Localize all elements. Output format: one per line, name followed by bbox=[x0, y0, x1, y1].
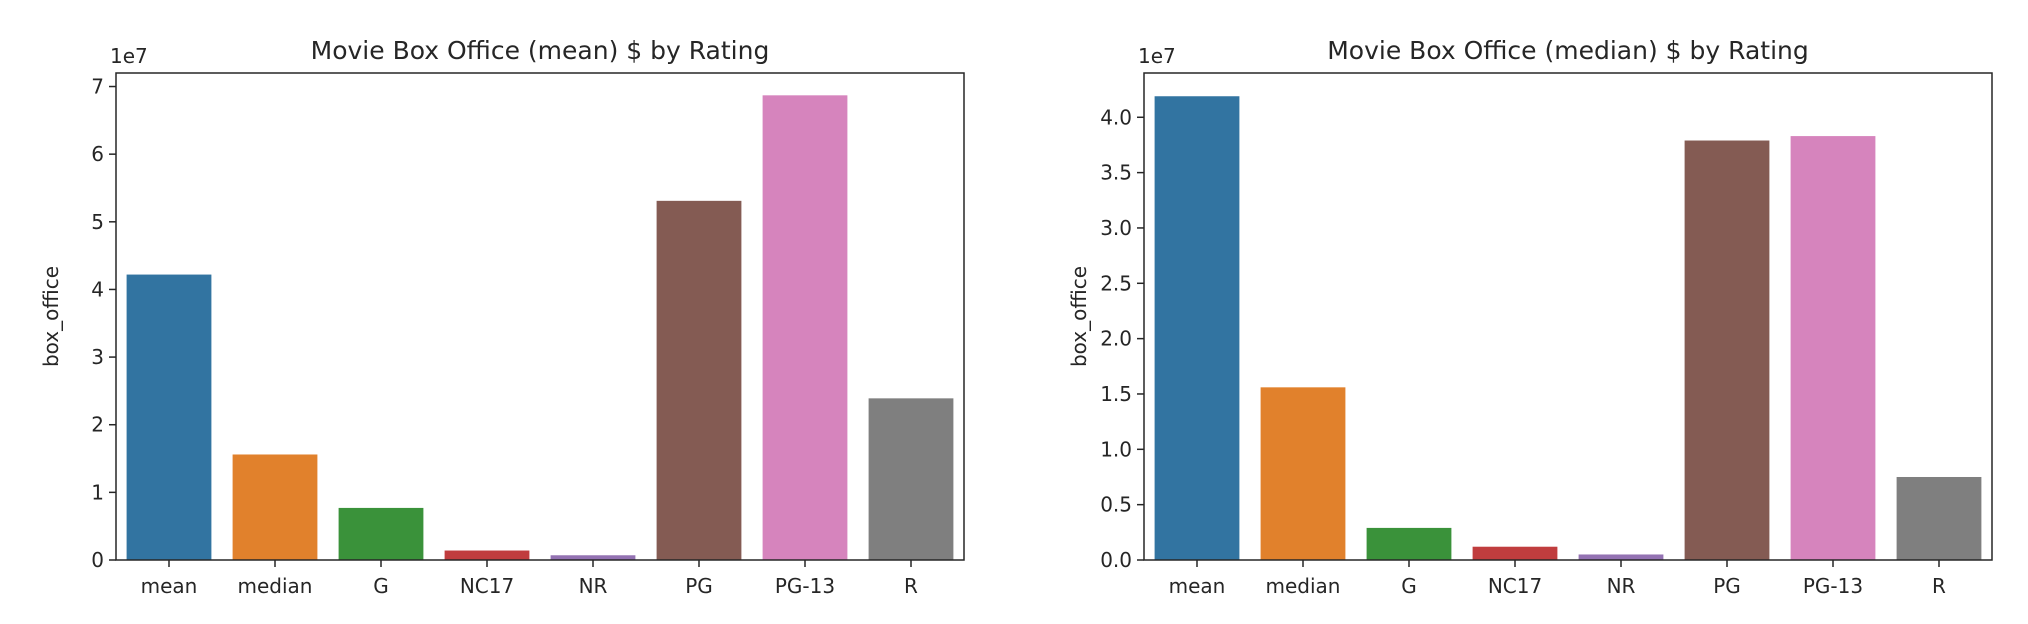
x-axis-ticks: mean median G NC17 NR PG PG-13 R bbox=[141, 560, 918, 598]
chart-mean-box-office: Movie Box Office (mean) $ by Rating 1e7 … bbox=[39, 36, 965, 598]
x-tick-label: NC17 bbox=[1488, 574, 1542, 598]
x-tick-label: NR bbox=[1607, 574, 1636, 598]
x-axis-ticks: mean median G NC17 NR PG PG-13 R bbox=[1169, 560, 1946, 598]
x-tick-label: median bbox=[1266, 574, 1341, 598]
y-tick-label: 1.0 bbox=[1100, 437, 1132, 461]
x-tick-label: G bbox=[373, 574, 389, 598]
y-axis-label: box_office bbox=[1067, 266, 1091, 367]
bar-mean bbox=[126, 274, 212, 560]
y-tick-label: 1 bbox=[91, 480, 104, 504]
y-tick-label: 0.0 bbox=[1100, 548, 1132, 572]
bar-g bbox=[338, 507, 424, 560]
x-tick-label: G bbox=[1401, 574, 1417, 598]
bar-r bbox=[868, 398, 954, 560]
bars bbox=[126, 95, 954, 560]
bar-nc17 bbox=[1472, 546, 1558, 560]
y-tick-label: 2.5 bbox=[1100, 271, 1132, 295]
y-tick-label: 3.0 bbox=[1100, 216, 1132, 240]
bar-nr bbox=[1578, 554, 1664, 560]
x-tick-label: NR bbox=[579, 574, 608, 598]
bar-pg-13 bbox=[762, 95, 848, 560]
y-tick-label: 2.0 bbox=[1100, 327, 1132, 351]
y-tick-label: 0.5 bbox=[1100, 493, 1132, 517]
bar-median bbox=[232, 454, 318, 560]
y-tick-label: 4.0 bbox=[1100, 105, 1132, 129]
bar-nc17 bbox=[444, 550, 530, 560]
bar-g bbox=[1366, 527, 1452, 560]
y-tick-label: 4 bbox=[91, 277, 104, 301]
x-tick-label: PG bbox=[1713, 574, 1741, 598]
bar-nr bbox=[550, 555, 636, 560]
chart-title: Movie Box Office (mean) $ by Rating bbox=[311, 36, 770, 65]
y-tick-label: 0 bbox=[91, 548, 104, 572]
x-tick-label: R bbox=[1932, 574, 1946, 598]
y-axis-ticks: 0 1 2 3 4 5 6 7 bbox=[91, 75, 116, 572]
y-axis-label: box_office bbox=[39, 266, 63, 367]
bar-r bbox=[1896, 476, 1982, 560]
plot-frame bbox=[115, 72, 965, 561]
y-tick-label: 3 bbox=[91, 345, 104, 369]
bars bbox=[1154, 96, 1982, 561]
bar-median bbox=[1260, 387, 1346, 560]
x-tick-label: NC17 bbox=[460, 574, 514, 598]
bar-pg bbox=[1684, 140, 1770, 560]
y-axis-exponent: 1e7 bbox=[1138, 44, 1176, 68]
plot-frame bbox=[1143, 72, 1993, 561]
x-tick-label: R bbox=[904, 574, 918, 598]
bar-mean bbox=[1154, 96, 1240, 561]
y-tick-label: 1.5 bbox=[1100, 382, 1132, 406]
x-tick-label: PG-13 bbox=[1803, 574, 1863, 598]
y-tick-label: 3.5 bbox=[1100, 161, 1132, 185]
x-tick-label: PG bbox=[685, 574, 713, 598]
bar-pg bbox=[656, 200, 742, 560]
chart-title: Movie Box Office (median) $ by Rating bbox=[1327, 36, 1809, 65]
y-axis-ticks: 0.0 0.5 1.0 1.5 2.0 2.5 3.0 3.5 4.0 bbox=[1100, 105, 1144, 572]
x-tick-label: mean bbox=[141, 574, 198, 598]
y-tick-label: 7 bbox=[91, 75, 104, 99]
y-axis-exponent: 1e7 bbox=[110, 44, 148, 68]
y-tick-label: 2 bbox=[91, 413, 104, 437]
chart-median-box-office: Movie Box Office (median) $ by Rating 1e… bbox=[1067, 36, 1993, 598]
y-tick-label: 5 bbox=[91, 210, 104, 234]
x-tick-label: mean bbox=[1169, 574, 1226, 598]
y-tick-label: 6 bbox=[91, 142, 104, 166]
bar-pg-13 bbox=[1790, 136, 1876, 561]
x-tick-label: median bbox=[238, 574, 313, 598]
x-tick-label: PG-13 bbox=[775, 574, 835, 598]
